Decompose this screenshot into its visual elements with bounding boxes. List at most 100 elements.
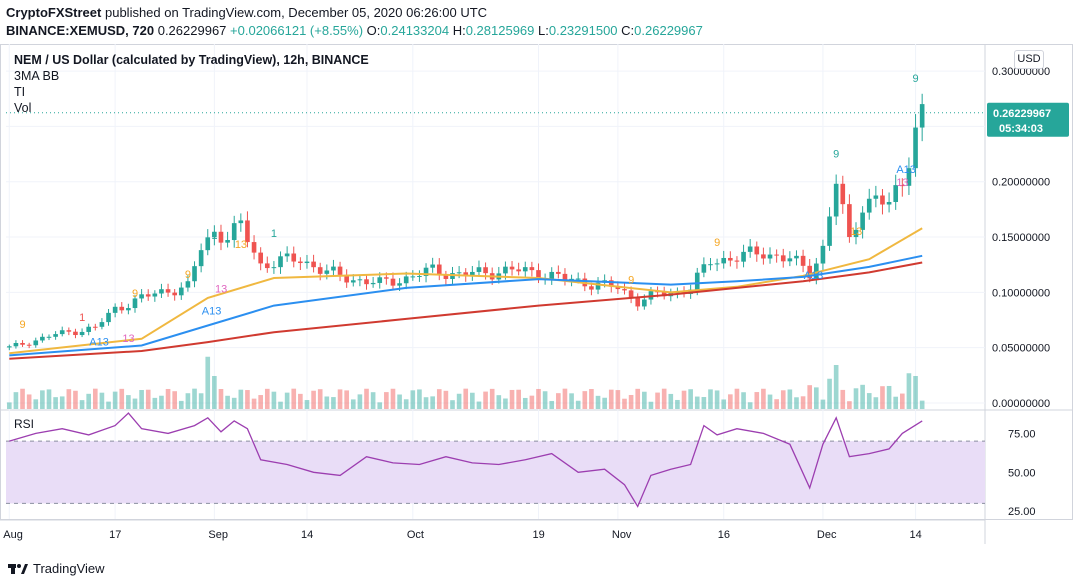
volume-bar xyxy=(53,397,58,409)
signal-label: 9 xyxy=(185,269,191,281)
candle xyxy=(377,277,383,283)
signal-label: 9 xyxy=(714,237,720,249)
candle xyxy=(357,279,363,281)
candle xyxy=(40,336,45,341)
candle xyxy=(509,266,515,270)
rsi-band xyxy=(6,441,985,504)
volume-bar xyxy=(628,394,634,409)
volume-bar xyxy=(436,389,442,409)
candle xyxy=(529,267,535,271)
count-label: 13 xyxy=(896,177,908,189)
price-tick-label: 0.15000000 xyxy=(992,232,1050,244)
signal-label: 9 xyxy=(833,148,839,160)
candle xyxy=(344,274,349,283)
volume-bar xyxy=(840,389,846,409)
candle xyxy=(20,343,25,345)
volume-bar xyxy=(562,388,568,409)
candle xyxy=(919,104,925,128)
volume-bar xyxy=(569,393,574,409)
price-tick-label: 0.20000000 xyxy=(992,177,1050,189)
candle xyxy=(410,276,416,278)
volume-bar xyxy=(311,390,316,409)
volume-bar xyxy=(324,396,330,409)
volume-bar xyxy=(258,395,263,409)
volume-bar xyxy=(714,390,720,409)
volume-bar xyxy=(694,396,700,409)
candle xyxy=(767,254,773,259)
candle xyxy=(635,297,641,307)
volume-bar xyxy=(298,393,303,409)
candle xyxy=(549,271,555,279)
indicator-ma-bb[interactable]: 3MA BB xyxy=(14,69,60,83)
publish-header: CryptoFXStreet published on TradingView.… xyxy=(0,0,1073,44)
volume-bar xyxy=(198,393,204,409)
volume-bar xyxy=(403,399,409,409)
candle xyxy=(622,289,627,291)
volume-bar xyxy=(139,390,144,409)
indicator-vol[interactable]: Vol xyxy=(14,101,32,115)
signal-label: 9 xyxy=(628,275,634,287)
candle xyxy=(721,257,727,264)
last-price: 0.26229967 xyxy=(157,23,227,38)
publisher-name[interactable]: CryptoFXStreet xyxy=(6,5,102,20)
volume-bar xyxy=(648,401,654,409)
rsi-tick-label: 75.00 xyxy=(1008,428,1036,440)
volume-bar xyxy=(456,393,462,409)
volume-bar xyxy=(212,376,217,409)
tradingview-logo[interactable]: TradingView xyxy=(8,561,105,576)
symbol-name: BINANCE:XEMUSD, 720 xyxy=(6,23,155,38)
volume-bar xyxy=(767,394,773,409)
volume-bar xyxy=(470,392,475,409)
volume-bar xyxy=(668,393,674,409)
indicator-ti[interactable]: TI xyxy=(14,85,26,99)
candle xyxy=(456,272,462,274)
candle xyxy=(337,266,343,275)
candle xyxy=(827,216,832,246)
last-price-badge-value: 0.26229967 xyxy=(993,108,1051,120)
volume-bar xyxy=(225,395,230,409)
candle xyxy=(178,287,184,296)
volume-bar xyxy=(608,389,614,409)
volume-bar xyxy=(503,398,508,409)
candle xyxy=(741,251,746,262)
volume-bar xyxy=(549,400,555,409)
volume-bar xyxy=(443,390,449,409)
chart-canvas[interactable]: 0.00000000 0.05000000 0.10000000 0.15000000… xyxy=(0,44,1073,556)
candle xyxy=(245,220,250,243)
count-label: 13 xyxy=(235,239,247,251)
candle xyxy=(145,294,151,297)
volume-bar xyxy=(185,393,191,409)
volume-bar xyxy=(509,389,515,409)
volume-bar xyxy=(556,393,561,409)
tradingview-logo-icon xyxy=(8,562,28,576)
volume-bar xyxy=(741,392,746,409)
candle xyxy=(13,343,19,347)
candle xyxy=(642,299,647,307)
currency-button[interactable]: USD xyxy=(1014,50,1044,69)
volume-bar xyxy=(747,402,753,409)
volume-bar xyxy=(278,401,283,409)
signal-label: 9 xyxy=(20,319,26,331)
candle xyxy=(6,346,12,348)
volume-bar xyxy=(251,398,257,409)
volume-bar xyxy=(827,378,832,409)
volume-bar xyxy=(331,397,336,409)
volume-bar xyxy=(589,389,594,409)
candle xyxy=(747,246,753,252)
price-change: +0.02066121 (+8.55%) xyxy=(230,23,364,38)
candle xyxy=(218,231,224,243)
volume-bar xyxy=(6,402,12,409)
volume-bar xyxy=(866,393,872,409)
volume-bar xyxy=(728,394,733,409)
volume-bar xyxy=(417,389,422,409)
volume-bar xyxy=(377,402,383,409)
rsi-tick-label: 50.00 xyxy=(1008,467,1036,479)
volume-bar xyxy=(602,397,607,409)
volume-bar xyxy=(106,401,111,409)
candle xyxy=(159,289,164,294)
candle xyxy=(152,293,158,297)
volume-bar xyxy=(26,394,32,409)
candle xyxy=(833,183,839,217)
signal-label: 9 xyxy=(913,73,919,85)
volume-bar xyxy=(919,400,925,409)
